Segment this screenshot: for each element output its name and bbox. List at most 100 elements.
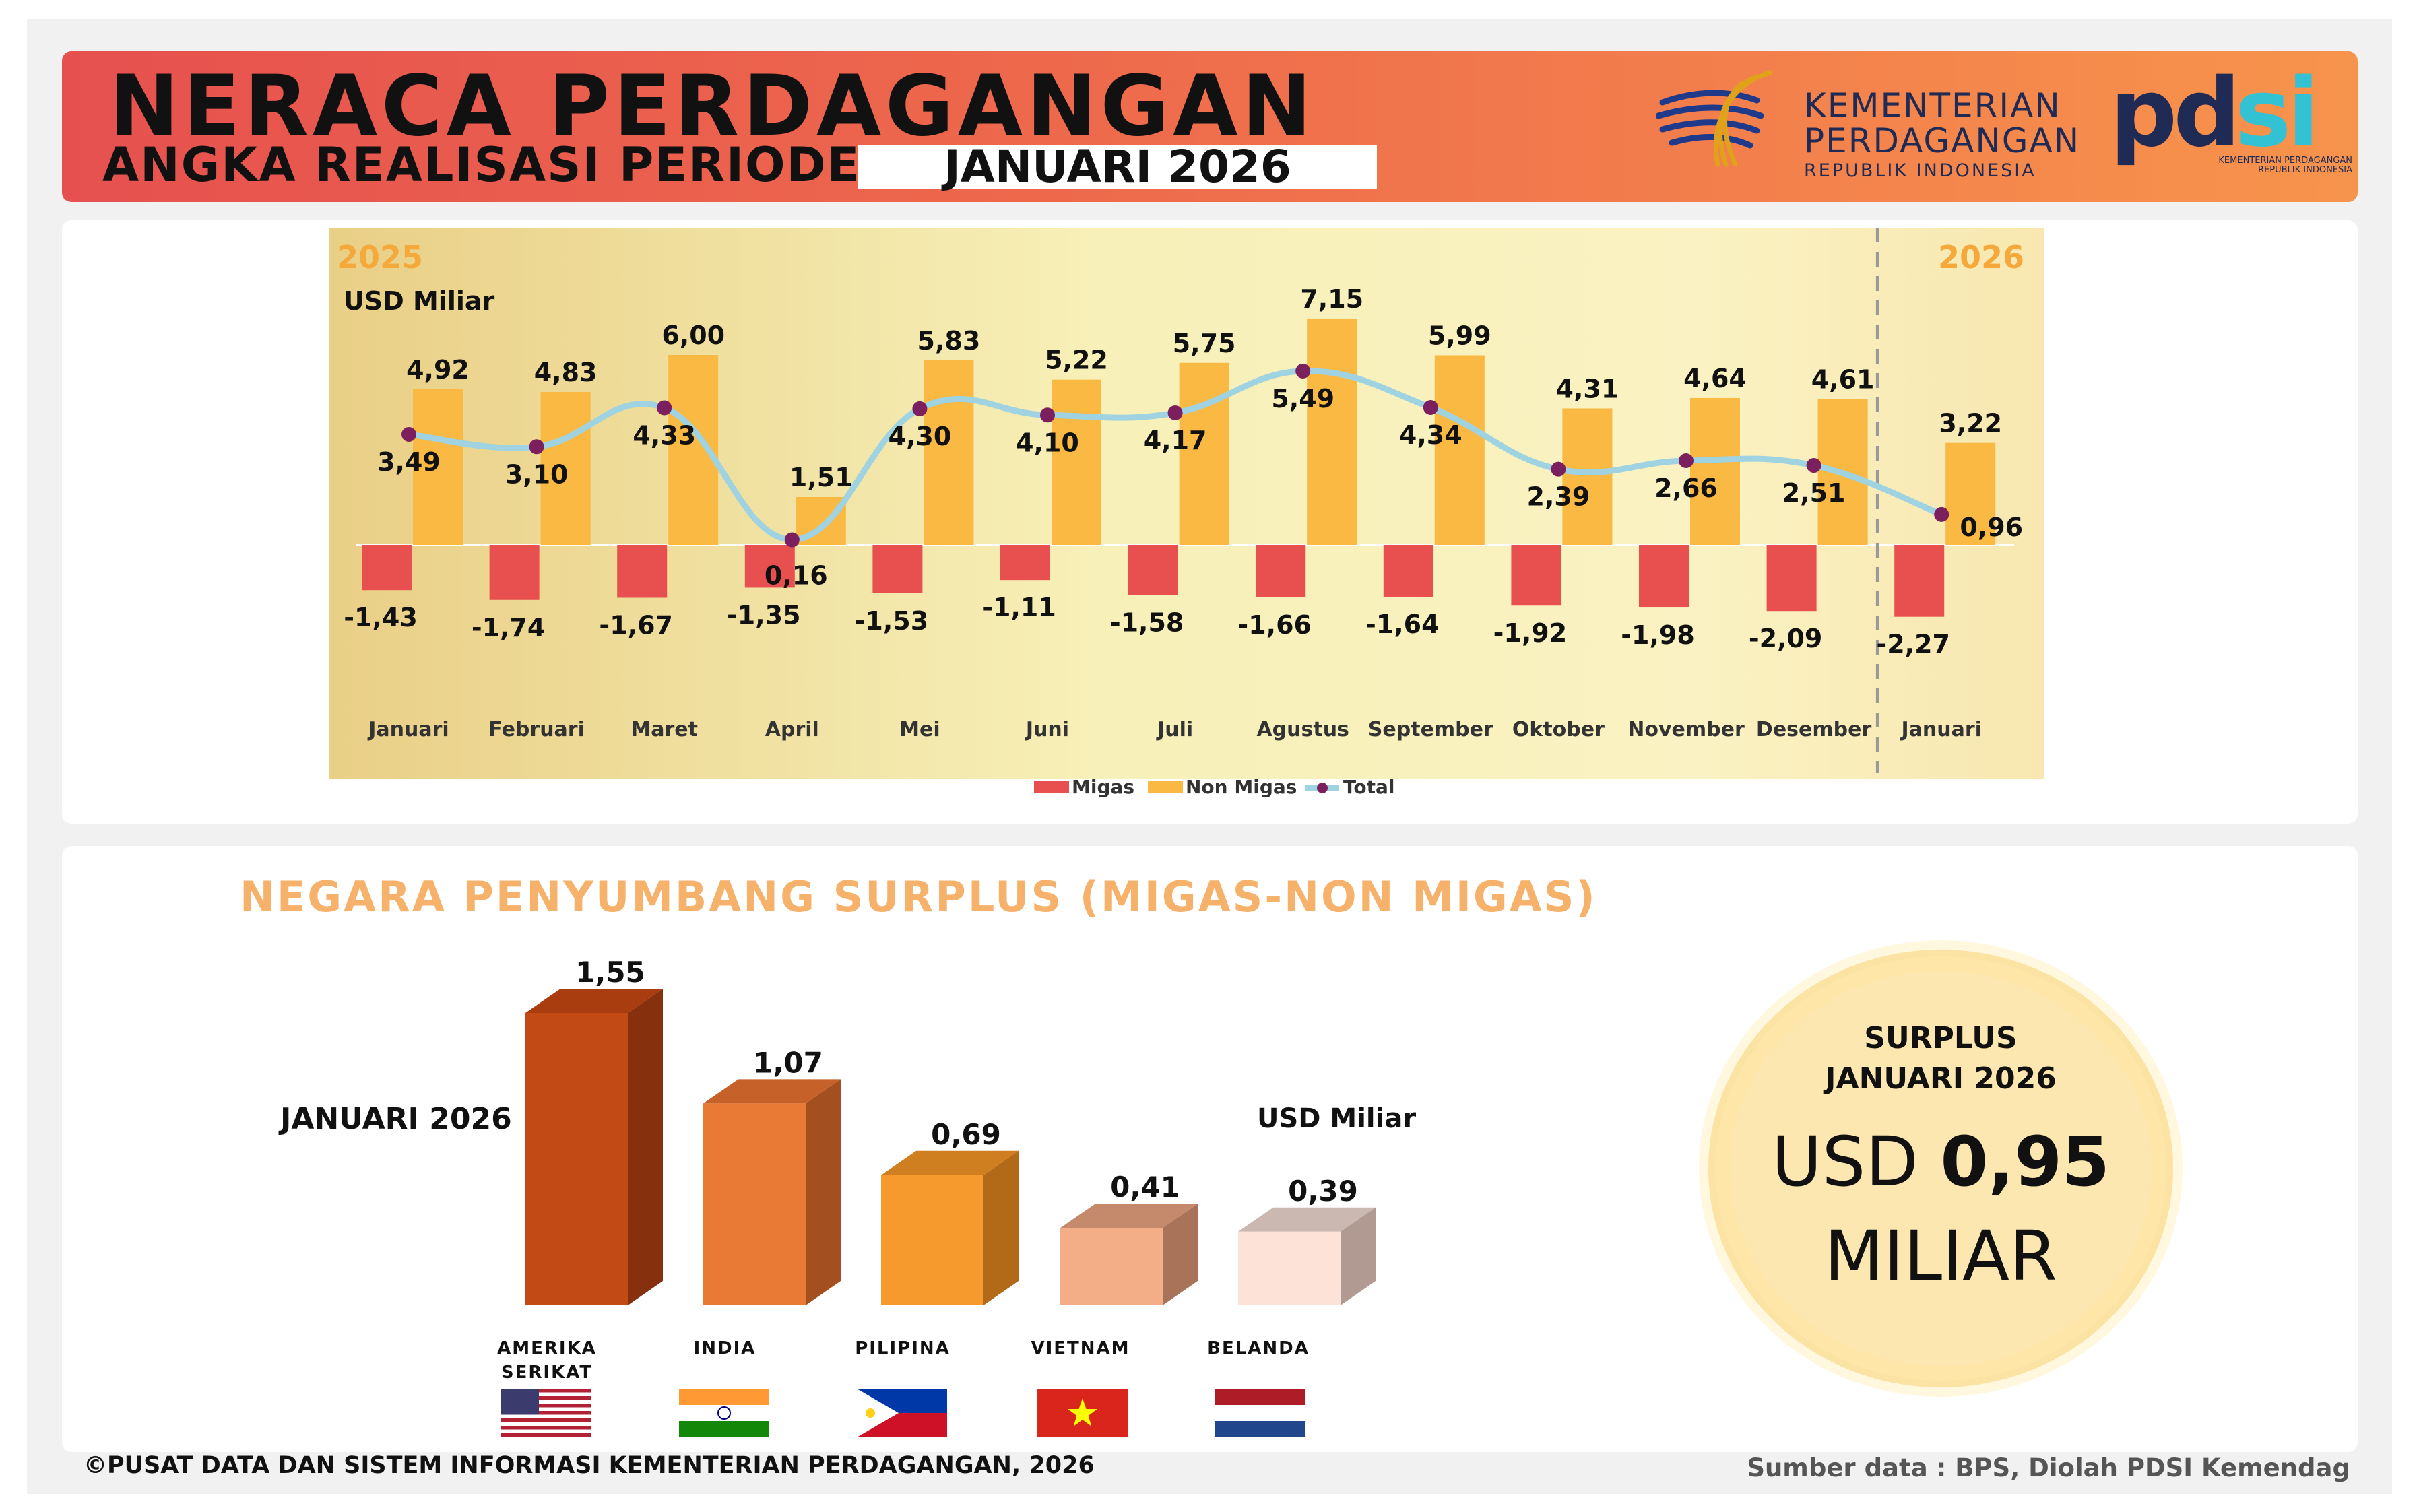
philippines-flag-icon [857,1389,947,1437]
nonmigas-bar [1434,355,1485,545]
migas-value-label: -1,74 [472,613,546,643]
ministry-line2: PERDAGANGAN [1804,121,2081,160]
migas-bar [1000,545,1050,581]
nonmigas-value-label: 1,51 [789,463,853,492]
country-label: AMERIKA SERIKAT [459,1336,635,1385]
country-chart-unit: USD Miliar [1257,1103,1417,1134]
country-label-line1: VIETNAM [1031,1338,1130,1358]
country-bar-side [983,1150,1019,1305]
total-point [1040,407,1055,423]
month-tick-label: Agustus [1256,718,1349,742]
month-tick-label: Juli [1156,718,1193,742]
total-value-label: 2,66 [1654,473,1718,503]
total-point [1295,363,1311,379]
migas-bar [1511,545,1561,606]
period-badge: JANUARI 2026 [858,145,1377,189]
migas-bar [489,545,540,600]
total-value-label: 2,51 [1782,478,1846,508]
total-value-label: 0,16 [765,560,828,590]
nonmigas-value-label: 4,64 [1683,364,1747,393]
country-bar [1060,1228,1163,1305]
country-chart-period: JANUARI 2026 [280,1102,512,1136]
total-point [657,400,672,416]
total-value-label: 4,10 [1016,428,1079,457]
migas-bar [1894,545,1945,617]
legend-nonmigas-swatch [1148,781,1183,793]
legend-nonmigas-label: Non Migas [1186,776,1297,798]
legend-migas-swatch [1034,781,1069,793]
migas-value-label: -1,43 [344,603,418,632]
legend-total-marker [1317,783,1328,793]
nonmigas-value-label: 5,99 [1428,321,1491,350]
country-bar-top [881,1150,1019,1175]
us-flag-icon [501,1389,591,1437]
nonmigas-bar [1052,379,1101,545]
month-tick-label: April [765,718,819,742]
migas-bar [362,545,412,591]
country-label-line1: PILIPINA [855,1338,950,1358]
surplus-circle-inner [1730,971,2152,1366]
migas-bar [1256,545,1306,598]
country-bar [881,1175,983,1305]
migas-value-label: -1,67 [599,610,673,640]
nonmigas-value-label: 5,75 [1173,329,1236,358]
month-tick-label: Juni [1025,718,1069,742]
nonmigas-bar [1562,408,1613,545]
month-tick-label: Januari [367,718,449,742]
country-bar-top [1060,1204,1198,1228]
svg-text:si: si [2235,66,2315,168]
surplus-value: 0,95 [1940,1122,2110,1202]
country-label-line1: INDIA [693,1338,756,1358]
ministry-line1: KEMENTERIAN [1804,86,2061,125]
country-label-line1: AMERIKA [497,1338,597,1358]
migas-value-label: -1,66 [1237,610,1312,640]
migas-bar [744,545,795,588]
y-unit-label: USD Miliar [344,286,495,316]
month-tick-label: Januari [1900,718,1981,742]
nonmigas-value-label: 5,22 [1045,346,1108,375]
month-tick-label: Mei [899,718,940,742]
india-flag-icon [679,1389,769,1437]
country-bar-top [525,989,663,1013]
nonmigas-bar [1690,397,1740,545]
country-bar-top [1238,1207,1376,1232]
country-bar-top [703,1079,841,1104]
netherlands-flag-icon [1215,1389,1305,1437]
country-chart-title: NEGARA PENYUMBANG SURPLUS (MIGAS-NON MIG… [240,872,1597,921]
month-tick-label: Februari [488,718,585,742]
total-value-label: 3,49 [377,447,441,477]
surplus-unit: MILIAR [1824,1216,2057,1296]
nonmigas-bar [1945,442,1996,545]
country-label: PILIPINA [815,1336,990,1360]
total-point [1806,458,1821,473]
page-title: NERACA PERDAGANGAN [109,58,1316,155]
migas-value-label: -1,58 [1110,607,1184,637]
total-value-label: 4,17 [1144,426,1207,455]
total-point [1551,461,1566,477]
month-tick-label: November [1627,718,1745,742]
surplus-currency: USD [1771,1122,1918,1202]
total-value-label: 2,39 [1527,482,1590,512]
month-tick-label: Desember [1756,718,1872,742]
migas-bar [1639,545,1689,608]
migas-value-label: -1,53 [855,606,929,636]
nonmigas-bar [1179,362,1229,545]
nonmigas-bar [413,389,463,545]
country-bar [703,1103,806,1305]
nonmigas-value-label: 4,31 [1556,374,1619,403]
nonmigas-value-label: 3,22 [1939,409,2002,438]
nonmigas-value-label: 4,61 [1811,364,1875,394]
month-tick-label: September [1368,718,1493,742]
country-value-label: 0,39 [1288,1175,1358,1208]
ministry-name: KEMENTERIAN PERDAGANGAN REPUBLIK INDONES… [1804,89,2080,180]
nonmigas-value-label: 5,83 [917,326,981,356]
nonmigas-bar [924,360,974,545]
total-point [529,439,544,455]
month-tick-label: Maret [631,718,698,742]
ministry-line3: REPUBLIK INDONESIA [1804,160,2036,181]
nonmigas-value-label: 7,15 [1300,284,1363,314]
country-bar-side [806,1079,841,1305]
total-value-label: 0,96 [1960,513,2023,542]
